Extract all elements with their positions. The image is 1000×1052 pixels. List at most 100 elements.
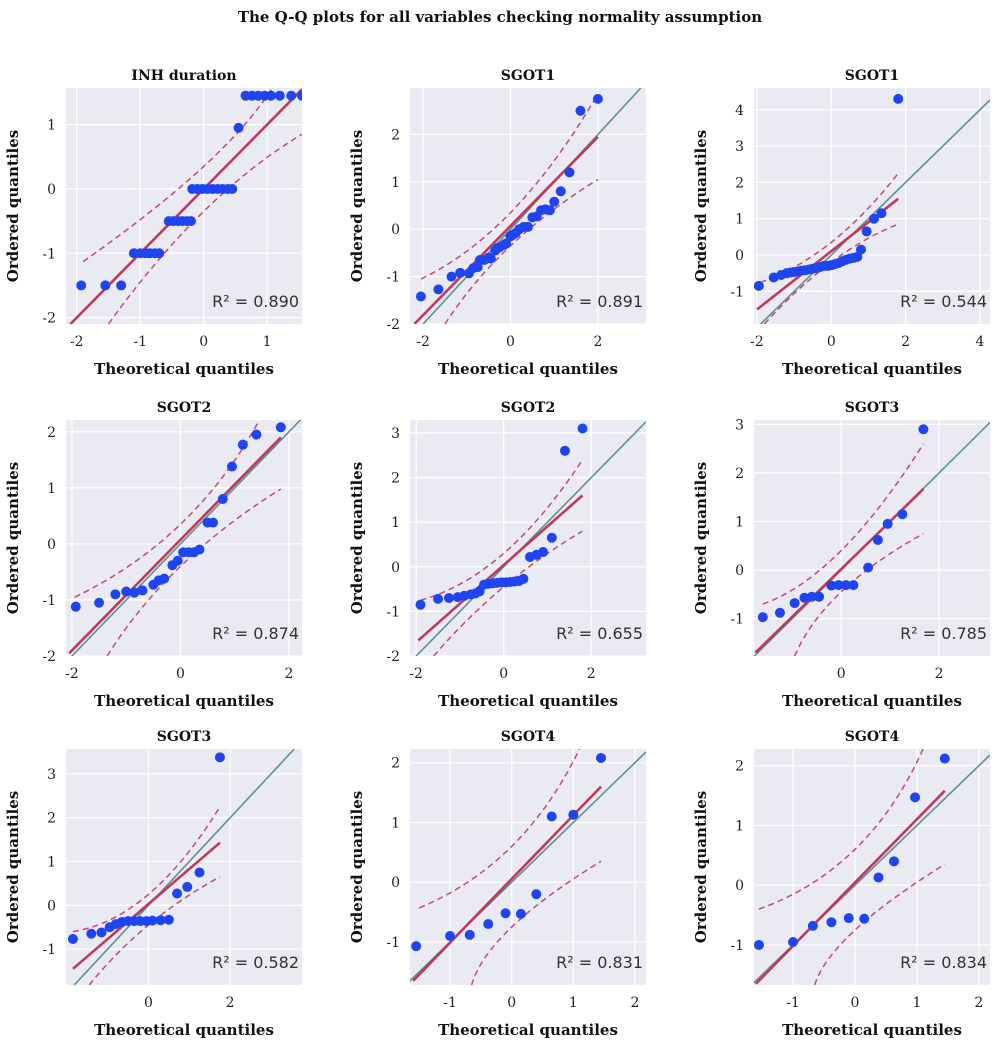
data-point: [876, 208, 887, 219]
y-tick-label: 3: [735, 139, 744, 155]
y-tick-label: 0: [47, 182, 56, 198]
data-point: [848, 580, 859, 591]
x-axis-label: Theoretical quantiles: [782, 1021, 962, 1039]
confidence-band-upper: [418, 749, 581, 909]
data-point: [833, 580, 844, 591]
y-tick-label: 1: [391, 175, 400, 191]
plot-content: [754, 93, 990, 324]
data-point: [555, 186, 566, 197]
data-point: [446, 271, 457, 282]
y-tick-label: 0: [47, 537, 56, 553]
x-tick-label: -1: [786, 995, 800, 1011]
data-point: [208, 517, 219, 528]
r-squared-label: R² = 0.874: [212, 624, 299, 643]
y-tick-label: 2: [735, 175, 744, 191]
data-point: [869, 213, 880, 224]
plot-content: [410, 749, 646, 985]
data-point: [194, 867, 205, 878]
data-point: [275, 422, 286, 433]
figure-title: The Q-Q plots for all variables checking…: [237, 8, 763, 26]
x-tick-label: -2: [409, 666, 423, 682]
x-tick-label: 2: [935, 666, 944, 682]
x-tick-label: 2: [974, 995, 983, 1011]
y-tick-label: 1: [47, 481, 56, 497]
data-point: [415, 291, 426, 302]
y-tick-label: 0: [391, 222, 400, 238]
y-tick-label: 1: [735, 818, 744, 834]
y-tick-label: -1: [386, 935, 400, 951]
data-point: [893, 93, 904, 104]
x-tick-label: -1: [443, 995, 457, 1011]
data-point: [531, 889, 542, 900]
data-point: [154, 248, 165, 259]
confidence-band-lower: [433, 530, 583, 656]
y-tick-label: 0: [735, 563, 744, 579]
y-tick-label: 0: [735, 248, 744, 264]
x-tick-label: 1: [263, 334, 272, 350]
x-tick-label: 0: [144, 995, 153, 1011]
data-point: [843, 913, 854, 924]
x-tick-label: -2: [750, 334, 764, 350]
data-point: [859, 913, 870, 924]
y-axis-label: Ordered quantiles: [692, 130, 710, 283]
data-point: [757, 612, 768, 623]
y-axis-label: Ordered quantiles: [692, 462, 710, 615]
panel-title: SGOT2: [501, 400, 555, 416]
plot-content: [415, 421, 646, 656]
data-point: [455, 267, 466, 278]
data-point: [568, 809, 579, 820]
x-tick-label: 4: [976, 334, 985, 350]
y-tick-label: -1: [386, 604, 400, 620]
data-point: [873, 872, 884, 883]
x-tick-label: -1: [133, 334, 147, 350]
panel-title: SGOT4: [501, 729, 556, 745]
data-point: [137, 585, 148, 596]
data-point: [774, 607, 785, 618]
x-tick-label: 0: [506, 334, 515, 350]
data-point: [415, 599, 426, 610]
data-point: [483, 919, 494, 930]
x-axis-label: Theoretical quantiles: [438, 692, 618, 710]
qq-panel-2: -2 0 2 -2 -1 0 1 2 R² = 0.891 SGOT1 Theoretical qu…: [348, 68, 646, 378]
data-point: [500, 908, 511, 919]
panel-title: SGOT3: [845, 400, 899, 416]
data-point: [70, 601, 81, 612]
confidence-band-upper: [420, 459, 584, 601]
qq-panel-9: -1 0 1 2 -1 0 1 2 R² = 0.834 SGOT4 Theoretical qua…: [692, 729, 990, 1039]
data-point: [251, 429, 262, 440]
x-axis-label: Theoretical quantiles: [438, 1021, 618, 1039]
data-point: [485, 253, 496, 264]
data-point: [910, 792, 921, 803]
x-axis-label: Theoretical quantiles: [782, 360, 962, 378]
data-point: [575, 105, 586, 116]
plot-content: [413, 88, 642, 324]
data-point: [265, 90, 276, 101]
y-axis-label: Ordered quantiles: [4, 130, 22, 283]
x-tick-label: 2: [285, 666, 294, 682]
y-tick-label: -2: [42, 311, 56, 327]
x-tick-label: 2: [593, 334, 602, 350]
r-squared-label: R² = 0.785: [900, 624, 987, 643]
x-tick-label: -2: [70, 334, 84, 350]
y-tick-label: -2: [386, 317, 400, 333]
data-point: [445, 931, 456, 942]
confidence-band-upper: [760, 172, 899, 283]
r-squared-label: R² = 0.582: [212, 953, 299, 972]
fit-line: [754, 789, 946, 985]
data-point: [549, 196, 560, 207]
y-tick-label: 1: [735, 212, 744, 228]
panel-title: SGOT4: [845, 729, 900, 745]
data-point: [100, 280, 111, 291]
data-point: [121, 586, 132, 597]
x-tick-label: -2: [416, 334, 430, 350]
fit-line: [72, 841, 221, 970]
data-point: [86, 928, 97, 939]
data-point: [788, 936, 799, 947]
y-tick-label: 1: [391, 515, 400, 531]
x-tick-label: 2: [587, 666, 596, 682]
data-point: [515, 908, 526, 919]
confidence-band-upper: [82, 88, 274, 263]
confidence-band-upper: [420, 100, 595, 280]
y-tick-label: 0: [735, 878, 744, 894]
